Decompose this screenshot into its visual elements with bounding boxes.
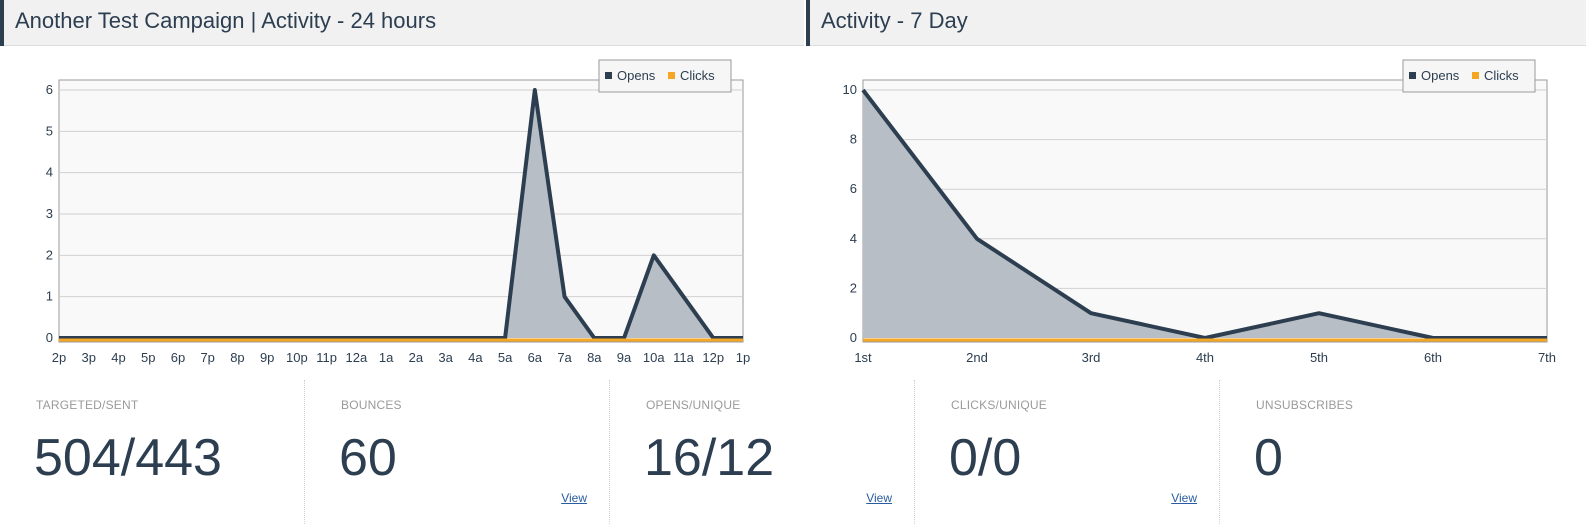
chart-title-24h: Another Test Campaign | Activity - 24 ho…: [15, 8, 437, 33]
stat-clicks-unique: CLICKS/UNIQUE 0/0 View: [915, 380, 1220, 524]
y-tick-label: 2: [850, 280, 857, 295]
activity-7day-chart: 0 2 4 6 8 10 1st 2nd 3rd 4th 5th 6th 7th Opens Clicks: [843, 59, 1556, 365]
header-accent-bar: [0, 0, 4, 46]
opens-area: [59, 90, 743, 338]
x-tick-label: 5th: [1310, 350, 1328, 365]
x-tick-label: 2p: [52, 350, 66, 365]
x-tick-label: 12a: [346, 350, 368, 365]
opens-series-line: [59, 88, 743, 340]
stat-bounces: BOUNCES 60 View: [305, 380, 610, 524]
x-tick-label: 7th: [1538, 350, 1556, 365]
y-tick-label: 8: [850, 132, 857, 147]
x-tick-label: 4th: [1196, 350, 1214, 365]
stat-value: 60: [339, 429, 397, 487]
y-tick-label: 4: [46, 165, 53, 180]
stat-opens-unique: OPENS/UNIQUE 16/12 View: [610, 380, 915, 524]
y-tick-label: 4: [850, 231, 857, 246]
chart-header-7day: Activity - 7 Day: [806, 0, 1586, 46]
x-tick-label: 11p: [316, 350, 337, 365]
x-tick-label: 4p: [111, 350, 125, 365]
view-bounces-link[interactable]: View: [561, 491, 587, 505]
x-tick-label: 2nd: [966, 350, 988, 365]
x-tick-label: 5p: [141, 350, 155, 365]
x-tick-label: 9p: [260, 350, 274, 365]
x-tick-label: 11a: [673, 350, 694, 365]
stat-label: BOUNCES: [341, 398, 402, 412]
view-opens-link[interactable]: View: [866, 491, 892, 505]
opens-area: [863, 90, 1547, 338]
x-tick-label: 6p: [171, 350, 185, 365]
chart-title-7day: Activity - 7 Day: [821, 8, 968, 33]
x-tick-label: 12p: [702, 350, 724, 365]
stat-value: 0/0: [949, 429, 1022, 487]
legend-opens-swatch: [1409, 72, 1416, 79]
y-tick-label: 3: [46, 206, 53, 221]
x-tick-label: 6th: [1424, 350, 1442, 365]
x-tick-label: 5a: [498, 350, 513, 365]
opens-series-line: [861, 88, 1547, 340]
stat-value: 16/12: [644, 429, 775, 487]
y-tick-label: 0: [850, 330, 857, 345]
legend-box: [1402, 59, 1536, 93]
x-tick-label: 3rd: [1082, 350, 1101, 365]
x-tick-label: 3p: [82, 350, 96, 365]
legend-opens-label: Opens: [617, 68, 656, 83]
legend-box: [598, 59, 732, 93]
x-tick-label: 7a: [557, 350, 572, 365]
x-tick-label: 7p: [200, 350, 214, 365]
stat-label: UNSUBSCRIBES: [1256, 398, 1354, 412]
legend-clicks-swatch: [1472, 72, 1479, 79]
plot-area: [58, 79, 744, 343]
x-tick-label: 10a: [643, 350, 665, 365]
legend-clicks-label: Clicks: [1484, 68, 1519, 83]
legend-opens-swatch: [605, 72, 612, 79]
header-accent-bar: [806, 0, 810, 46]
y-tick-label: 6: [46, 82, 53, 97]
x-tick-label: 1st: [854, 350, 872, 365]
stat-label: TARGETED/SENT: [36, 398, 139, 412]
x-tick-label: 6a: [528, 350, 543, 365]
legend-opens-label: Opens: [1421, 68, 1460, 83]
x-tick-label: 1a: [379, 350, 394, 365]
stat-value: 0: [1254, 429, 1283, 487]
y-tick-label: 5: [46, 123, 53, 138]
x-tick-label: 10p: [286, 350, 308, 365]
x-tick-label: 4a: [468, 350, 483, 365]
x-tick-label: 9a: [617, 350, 632, 365]
stat-label: CLICKS/UNIQUE: [951, 398, 1047, 412]
y-tick-label: 0: [46, 330, 53, 345]
legend-clicks-swatch: [668, 72, 675, 79]
activity-24h-chart: 0 1 2 3 4 5 6 2p 3p 4p 5p 6p 7p 8p 9p 10p 11p 12a 1a 2a 3a 4a…: [46, 59, 750, 365]
x-tick-label: 8p: [230, 350, 244, 365]
x-tick-label: 2a: [409, 350, 424, 365]
y-tick-label: 1: [46, 289, 53, 304]
stat-value: 504/443: [34, 429, 222, 487]
stat-label: OPENS/UNIQUE: [646, 398, 741, 412]
x-tick-label: 3a: [438, 350, 453, 365]
y-tick-label: 2: [46, 247, 53, 262]
campaign-stats: TARGETED/SENT 504/443 BOUNCES 60 View OP…: [0, 380, 1586, 524]
legend-clicks-label: Clicks: [680, 68, 715, 83]
x-tick-label: 1p: [736, 350, 750, 365]
y-tick-label: 10: [843, 82, 857, 97]
stat-targeted-sent: TARGETED/SENT 504/443: [0, 380, 305, 524]
x-tick-label: 8a: [587, 350, 602, 365]
stat-unsubscribes: UNSUBSCRIBES 0: [1220, 380, 1525, 524]
chart-header-24h: Another Test Campaign | Activity - 24 ho…: [0, 0, 804, 46]
y-tick-label: 6: [850, 181, 857, 196]
view-clicks-link[interactable]: View: [1171, 491, 1197, 505]
